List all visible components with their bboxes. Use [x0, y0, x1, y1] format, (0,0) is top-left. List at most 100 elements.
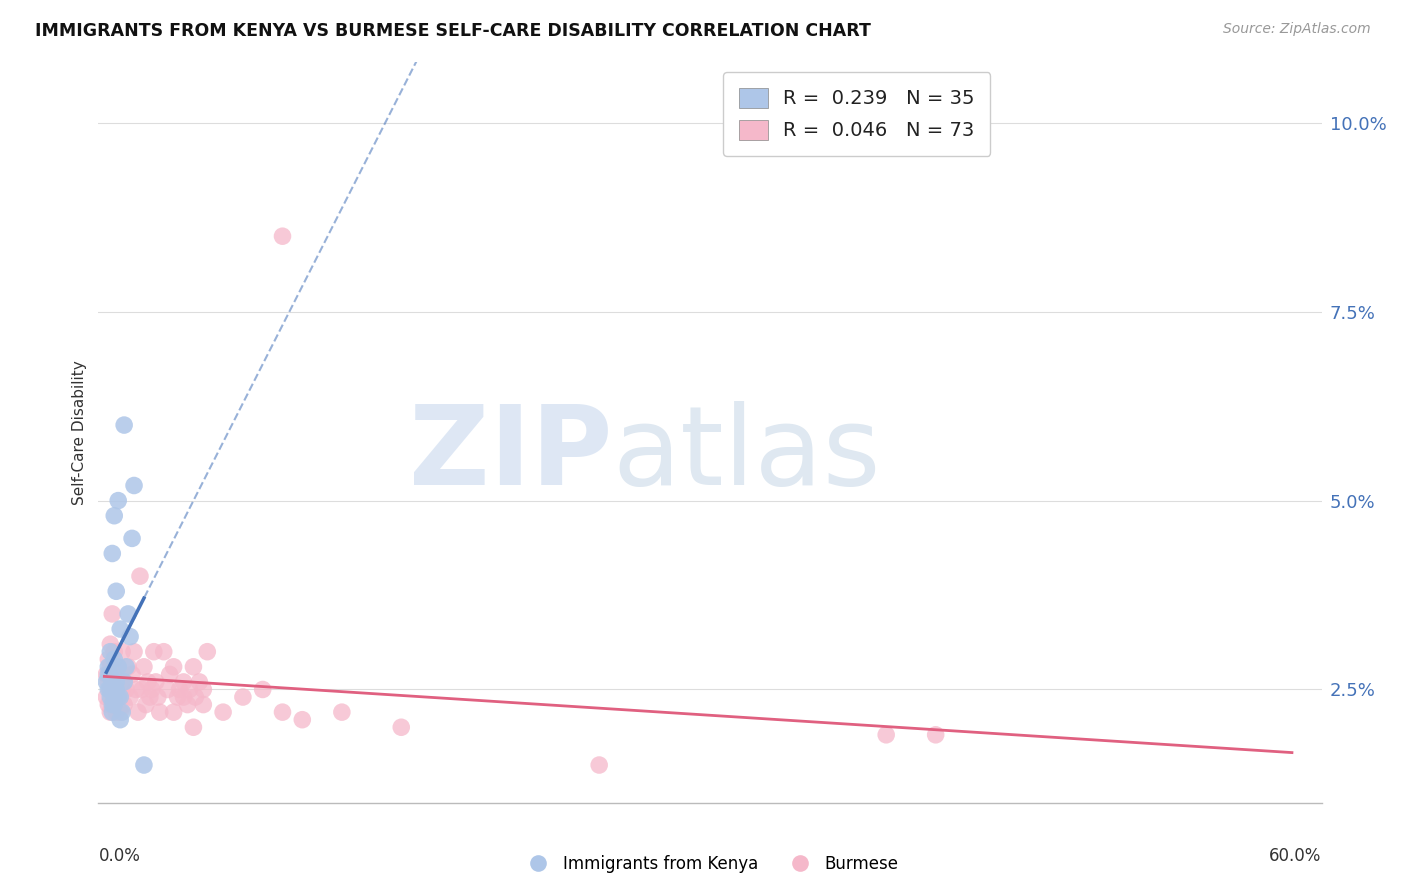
- Point: [127, 705, 149, 719]
- Point: [101, 690, 124, 704]
- Point: [117, 607, 139, 621]
- Point: [96, 667, 118, 681]
- Point: [195, 645, 218, 659]
- Point: [101, 705, 124, 719]
- Point: [924, 728, 946, 742]
- Point: [252, 682, 274, 697]
- Point: [98, 645, 121, 659]
- Point: [173, 690, 195, 704]
- Point: [108, 622, 131, 636]
- Point: [271, 229, 294, 244]
- Point: [103, 682, 125, 697]
- Point: [97, 674, 120, 689]
- Point: [291, 713, 314, 727]
- Text: Source: ZipAtlas.com: Source: ZipAtlas.com: [1223, 22, 1371, 37]
- Point: [184, 690, 207, 704]
- Point: [98, 667, 121, 681]
- Point: [97, 682, 120, 697]
- Point: [146, 690, 169, 704]
- Point: [98, 637, 121, 651]
- Point: [121, 532, 143, 546]
- Point: [152, 645, 174, 659]
- Point: [120, 690, 142, 704]
- Point: [105, 667, 128, 681]
- Point: [101, 607, 124, 621]
- Point: [120, 630, 142, 644]
- Point: [97, 667, 120, 681]
- Legend: Immigrants from Kenya, Burmese: Immigrants from Kenya, Burmese: [515, 848, 905, 880]
- Text: IMMIGRANTS FROM KENYA VS BURMESE SELF-CARE DISABILITY CORRELATION CHART: IMMIGRANTS FROM KENYA VS BURMESE SELF-CA…: [35, 22, 872, 40]
- Point: [112, 674, 135, 689]
- Point: [166, 690, 188, 704]
- Point: [131, 682, 153, 697]
- Point: [112, 674, 135, 689]
- Point: [183, 720, 205, 734]
- Point: [98, 660, 121, 674]
- Point: [105, 584, 128, 599]
- Point: [108, 705, 131, 719]
- Point: [142, 645, 165, 659]
- Point: [193, 682, 215, 697]
- Point: [111, 682, 134, 697]
- Text: 0.0%: 0.0%: [98, 847, 141, 865]
- Point: [105, 682, 128, 697]
- Point: [98, 682, 121, 697]
- Point: [159, 667, 181, 681]
- Point: [132, 660, 155, 674]
- Point: [97, 652, 120, 666]
- Point: [107, 660, 129, 674]
- Point: [588, 758, 610, 772]
- Point: [97, 660, 120, 674]
- Point: [107, 660, 129, 674]
- Y-axis label: Self-Care Disability: Self-Care Disability: [72, 360, 87, 505]
- Point: [98, 705, 121, 719]
- Point: [129, 569, 152, 583]
- Point: [183, 660, 205, 674]
- Point: [179, 682, 201, 697]
- Point: [103, 690, 125, 704]
- Point: [136, 674, 159, 689]
- Point: [115, 660, 138, 674]
- Point: [112, 698, 135, 712]
- Point: [108, 690, 131, 704]
- Point: [141, 682, 163, 697]
- Point: [107, 690, 129, 704]
- Point: [101, 674, 124, 689]
- Point: [97, 698, 120, 712]
- Point: [103, 652, 125, 666]
- Text: ZIP: ZIP: [409, 401, 612, 508]
- Point: [149, 705, 172, 719]
- Point: [103, 698, 125, 712]
- Point: [122, 645, 145, 659]
- Text: atlas: atlas: [612, 401, 880, 508]
- Point: [108, 713, 131, 727]
- Point: [105, 674, 128, 689]
- Point: [176, 698, 198, 712]
- Point: [193, 698, 215, 712]
- Point: [103, 508, 125, 523]
- Point: [111, 705, 134, 719]
- Point: [132, 758, 155, 772]
- Point: [121, 667, 143, 681]
- Text: 60.0%: 60.0%: [1270, 847, 1322, 865]
- Point: [232, 690, 254, 704]
- Point: [188, 674, 211, 689]
- Point: [103, 645, 125, 659]
- Point: [139, 690, 162, 704]
- Point: [330, 705, 353, 719]
- Point: [108, 667, 131, 681]
- Point: [135, 698, 157, 712]
- Point: [101, 674, 124, 689]
- Point: [162, 660, 184, 674]
- Point: [389, 720, 412, 734]
- Point: [212, 705, 235, 719]
- Point: [105, 682, 128, 697]
- Point: [107, 493, 129, 508]
- Point: [145, 674, 167, 689]
- Point: [101, 698, 124, 712]
- Point: [111, 645, 134, 659]
- Point: [173, 674, 195, 689]
- Point: [117, 660, 139, 674]
- Point: [125, 682, 148, 697]
- Point: [271, 705, 294, 719]
